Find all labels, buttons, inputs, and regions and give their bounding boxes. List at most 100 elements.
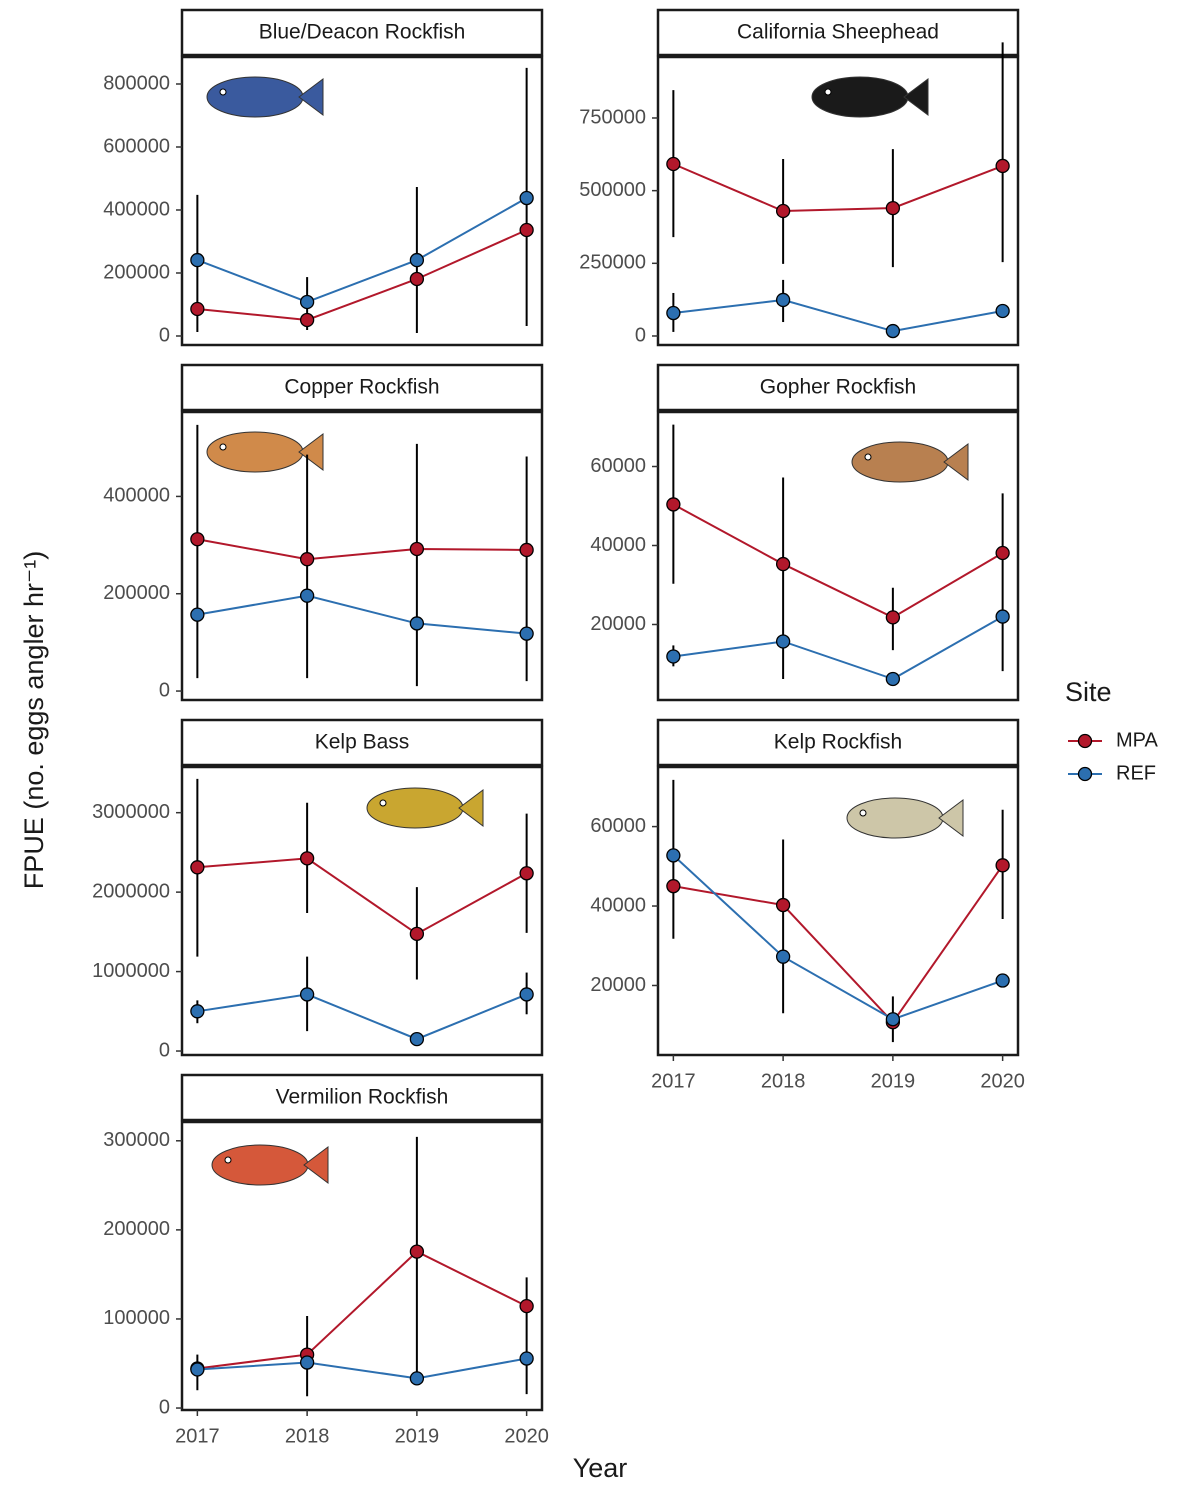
strip-title: Kelp Rockfish [774,731,902,754]
point [299,588,315,603]
series-line [197,594,527,635]
panel-border [656,55,1020,347]
series-line [672,163,1003,213]
point [885,610,901,625]
strip [656,8,1020,57]
series-line [197,1250,528,1370]
point [666,305,681,321]
series-line [197,229,528,322]
point [190,860,205,875]
strip [180,718,544,767]
point [409,1031,425,1047]
point [666,879,681,894]
point [666,649,681,664]
point [190,252,205,268]
point [299,312,315,328]
point [409,541,425,557]
point [299,294,315,310]
series-line [197,993,528,1041]
point [299,1355,315,1370]
panel-border [180,55,544,347]
point [409,616,425,631]
y-tick-label: 100000 [103,1307,170,1329]
y-tick-label: 400000 [103,198,170,220]
strip-title: Blue/Deacon Rockfish [259,21,466,44]
panel-border [180,765,544,1057]
point [995,973,1010,988]
fish-icon [366,787,464,829]
point [519,542,534,558]
y-tick-label: 500000 [579,179,646,201]
x-tick-label: 2019 [395,1425,440,1447]
point [775,556,791,572]
point [885,200,901,216]
point [775,634,791,649]
y-tick-label: 2000000 [92,880,170,902]
y-tick-label: 400000 [103,485,170,507]
fish-icon [206,76,304,118]
point [409,1371,425,1386]
y-tick-label: 0 [159,1396,170,1418]
point [409,252,425,268]
point [409,271,425,287]
fish-tail [298,78,324,116]
fish-eye [859,809,867,817]
legend-point [1077,733,1093,749]
y-tick-label: 0 [159,324,170,346]
point [299,552,315,567]
fish-tail [943,443,969,481]
y-axis-label: FPUE (no. eggs angler hr⁻¹) [19,551,49,889]
point [885,671,901,687]
strip [180,363,544,412]
x-tick-label: 2020 [980,1070,1025,1092]
y-tick-label: 20000 [590,613,646,635]
fish-tail [298,433,324,471]
strip-title: Copper Rockfish [284,376,439,399]
y-tick-label: 40000 [590,534,646,556]
point [190,532,205,547]
legend-label: MPA [1116,729,1159,751]
strip-title: Gopher Rockfish [760,376,916,399]
y-tick-label: 20000 [590,974,646,996]
y-tick-label: 3000000 [92,801,170,823]
y-tick-label: 0 [159,679,170,701]
point [519,222,534,238]
legend-point [1077,766,1093,782]
fish-icon [811,76,909,118]
point [519,626,534,641]
point [995,545,1010,561]
y-tick-label: 0 [159,1039,170,1061]
y-tick-label: 200000 [103,582,170,604]
series-line [197,1357,527,1380]
point [666,156,681,172]
fish-eye [219,88,227,96]
series-line [197,857,528,936]
y-tick-label: 60000 [590,815,646,837]
series-line [672,854,1003,1021]
x-tick-label: 2018 [285,1425,330,1447]
y-tick-label: 200000 [103,1218,170,1240]
point [995,303,1010,319]
series-line [673,298,1003,333]
point [995,609,1010,624]
legend-label: REF [1116,762,1156,784]
point [190,607,205,622]
y-tick-label: 1000000 [92,960,170,982]
fish-icon [851,441,949,483]
point [190,1362,205,1377]
point [519,1298,534,1314]
y-tick-label: 40000 [590,894,646,916]
y-tick-label: 250000 [579,252,646,274]
y-tick-label: 800000 [103,72,170,94]
y-tick-label: 0 [635,324,646,346]
fish-eye [824,88,832,96]
legend-title: Site [1065,677,1112,707]
point [519,190,534,206]
point [885,1012,901,1027]
point [775,292,791,308]
fish-tail [903,78,929,116]
series-line [673,864,1004,1024]
fish-icon [211,1144,309,1186]
fish-icon [206,431,304,473]
